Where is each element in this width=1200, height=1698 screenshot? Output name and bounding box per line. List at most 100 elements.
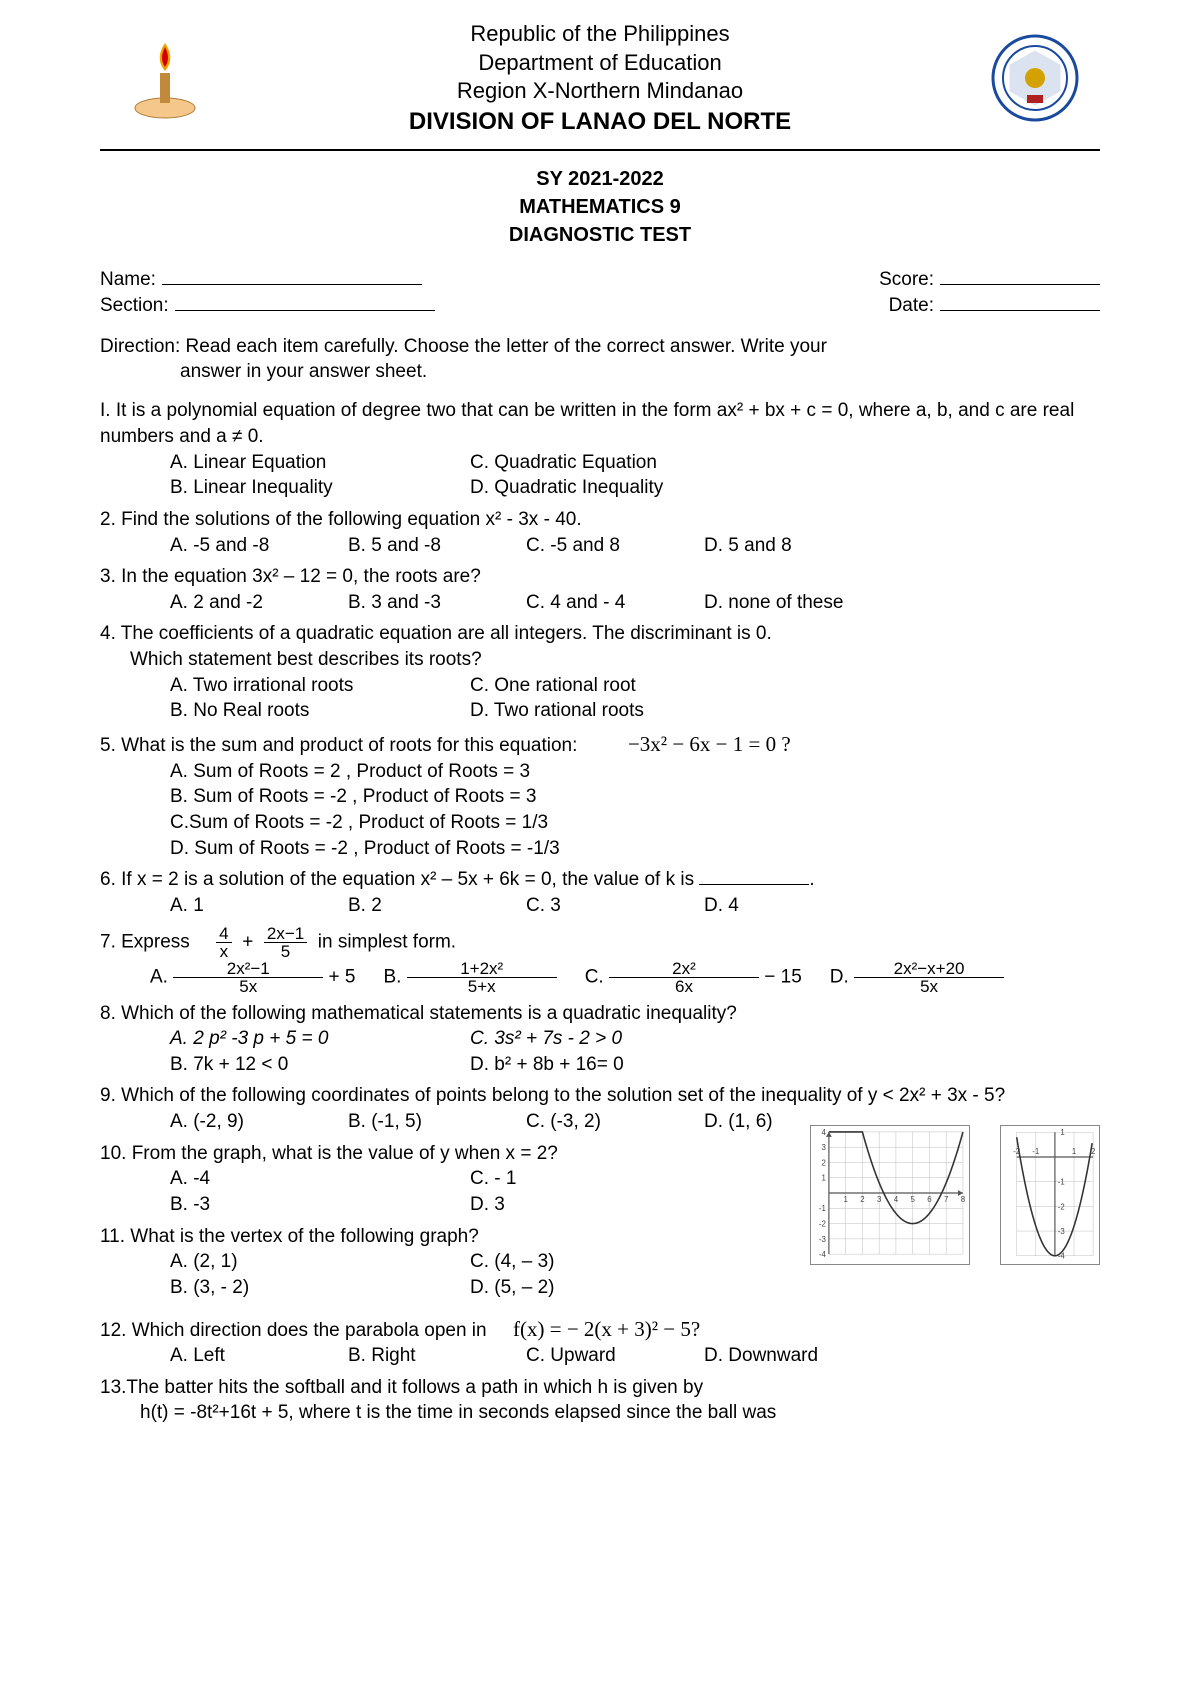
- svg-text:6: 6: [927, 1195, 932, 1204]
- q6-a: A. 1: [170, 893, 320, 919]
- q2-a: A. -5 and -8: [170, 533, 320, 559]
- q3-b: B. 3 and -3: [348, 590, 498, 616]
- svg-text:-2: -2: [1058, 1202, 1065, 1211]
- q10-c: C. - 1: [470, 1166, 516, 1192]
- q6-line: 6. If x = 2 is a solution of the equatio…: [100, 867, 1100, 893]
- svg-text:5: 5: [910, 1195, 915, 1204]
- q7-opts: A. 2x²−15x + 5 B. 1+2x²5+x C. 2x²6x − 15…: [150, 960, 1100, 995]
- svg-text:4: 4: [822, 1128, 827, 1137]
- q1-c: C. Quadratic Equation: [470, 450, 657, 476]
- header-line1: Republic of the Philippines: [210, 20, 990, 49]
- q3-text: 3. In the equation 3x² – 12 = 0, the roo…: [100, 564, 1100, 590]
- score-underline[interactable]: [940, 267, 1100, 285]
- q8-c: C. 3s² + 7s - 2 > 0: [470, 1026, 622, 1052]
- name-underline[interactable]: [162, 267, 422, 285]
- q2-b: B. 5 and -8: [348, 533, 498, 559]
- questions: I. It is a polynomial equation of degree…: [100, 398, 1100, 1426]
- q4-a: A. Two irrational roots: [170, 673, 470, 699]
- q5-text: 5. What is the sum and product of roots …: [100, 735, 577, 756]
- svg-text:4: 4: [894, 1195, 899, 1204]
- q5-opts: A. Sum of Roots = 2 , Product of Roots =…: [170, 759, 1100, 862]
- name-field: Name:: [100, 267, 422, 291]
- q6-blank[interactable]: [699, 884, 809, 885]
- title-test: DIAGNOSTIC TEST: [100, 221, 1100, 249]
- graphs: 12345678-4-3-2-11234 -2-112-4-3-2-11: [810, 1125, 1100, 1265]
- q13-text1: 13.The batter hits the softball and it f…: [100, 1375, 1100, 1401]
- title-sy: SY 2021-2022: [100, 165, 1100, 193]
- svg-text:-1: -1: [819, 1204, 826, 1213]
- q8-b: B. 7k + 12 < 0: [170, 1052, 470, 1078]
- info-row-2: Section: Date:: [100, 293, 1100, 317]
- section-label: Section:: [100, 295, 169, 317]
- section-underline[interactable]: [175, 293, 435, 311]
- q2-c: C. -5 and 8: [526, 533, 676, 559]
- torch-icon: [130, 33, 200, 123]
- q1-a: A. Linear Equation: [170, 450, 470, 476]
- svg-text:3: 3: [822, 1143, 827, 1152]
- q3-opts: A. 2 and -2 B. 3 and -3 C. 4 and - 4 D. …: [170, 590, 1100, 616]
- svg-text:-3: -3: [819, 1235, 827, 1244]
- q5-eq: −3x² − 6x − 1 = 0 ?: [628, 732, 791, 756]
- q1-opts: A. Linear Equation C. Quadratic Equation…: [170, 450, 1100, 501]
- svg-text:7: 7: [944, 1195, 948, 1204]
- q1-text: I. It is a polynomial equation of degree…: [100, 398, 1100, 449]
- header-line2: Department of Education: [210, 49, 990, 78]
- header-line3: Region X-Northern Mindanao: [210, 77, 990, 106]
- svg-text:-1: -1: [1032, 1147, 1039, 1156]
- direction-text1: Read each item carefully. Choose the let…: [186, 336, 827, 357]
- q7-text1: 7. Express: [100, 931, 190, 952]
- name-label: Name:: [100, 269, 156, 291]
- q7-c: C. 2x²6x − 15: [585, 960, 802, 995]
- q7-frac2: 2x−15: [264, 925, 307, 960]
- right-logo: [990, 33, 1080, 123]
- q2-opts: A. -5 and -8 B. 5 and -8 C. -5 and 8 D. …: [170, 533, 1100, 559]
- svg-text:1: 1: [1060, 1128, 1064, 1137]
- q11-a: A. (2, 1): [170, 1249, 470, 1275]
- q12-b: B. Right: [348, 1343, 498, 1369]
- score-field: Score:: [879, 267, 1100, 291]
- header-text: Republic of the Philippines Department o…: [210, 20, 990, 137]
- q4-opts: A. Two irrational roots C. One rational …: [170, 673, 1100, 724]
- q5-d: D. Sum of Roots = -2 , Product of Roots …: [170, 836, 1100, 862]
- section-field: Section:: [100, 293, 435, 317]
- parabola-graph-2: -2-112-4-3-2-11: [1000, 1125, 1100, 1265]
- q8-opts: A. 2 p² -3 p + 5 = 0 C. 3s² + 7s - 2 > 0…: [170, 1026, 1100, 1077]
- q1-b: B. Linear Inequality: [170, 475, 470, 501]
- q8-d: D. b² + 8b + 16= 0: [470, 1052, 624, 1078]
- q6-d: D. 4: [704, 893, 854, 919]
- q9-b: B. (-1, 5): [348, 1109, 498, 1135]
- date-label: Date:: [889, 295, 934, 317]
- q12-eq: f(x) = − 2(x + 3)² − 5?: [513, 1317, 700, 1341]
- date-field: Date:: [889, 293, 1100, 317]
- header-line4: DIVISION OF LANAO DEL NORTE: [210, 106, 990, 137]
- date-underline[interactable]: [940, 293, 1100, 311]
- q6-b: B. 2: [348, 893, 498, 919]
- q6-opts: A. 1 B. 2 C. 3 D. 4: [170, 893, 1100, 919]
- q11-d: D. (5, – 2): [470, 1275, 554, 1301]
- q12-text: 12. Which direction does the parabola op…: [100, 1320, 487, 1341]
- svg-text:-4: -4: [819, 1250, 827, 1259]
- q9-c: C. (-3, 2): [526, 1109, 676, 1135]
- q11-c: C. (4, – 3): [470, 1249, 554, 1275]
- q4-text1: 4. The coefficients of a quadratic equat…: [100, 621, 1100, 647]
- q2-d: D. 5 and 8: [704, 533, 854, 559]
- svg-text:8: 8: [961, 1195, 966, 1204]
- q12-c: C. Upward: [526, 1343, 676, 1369]
- q5-line: 5. What is the sum and product of roots …: [100, 730, 1100, 759]
- q6-text: 6. If x = 2 is a solution of the equatio…: [100, 869, 699, 890]
- q9-text: 9. Which of the following coordinates of…: [100, 1083, 1100, 1109]
- svg-text:1: 1: [822, 1173, 826, 1182]
- q5-b: B. Sum of Roots = -2 , Product of Roots …: [170, 784, 1100, 810]
- q10-q11-wrap: 10. From the graph, what is the value of…: [100, 1135, 1100, 1301]
- q4-text2: Which statement best describes its roots…: [130, 647, 1100, 673]
- svg-text:3: 3: [877, 1195, 882, 1204]
- score-label: Score:: [879, 269, 934, 291]
- header-rule: [100, 149, 1100, 151]
- q10-text: 10. From the graph, what is the value of…: [100, 1141, 790, 1167]
- q8-text: 8. Which of the following mathematical s…: [100, 1001, 1100, 1027]
- q4-c: C. One rational root: [470, 673, 636, 699]
- svg-text:-2: -2: [819, 1219, 826, 1228]
- q1-d: D. Quadratic Inequality: [470, 475, 663, 501]
- info-row-1: Name: Score:: [100, 267, 1100, 291]
- q10-opts: A. -4 C. - 1 B. -3 D. 3: [170, 1166, 790, 1217]
